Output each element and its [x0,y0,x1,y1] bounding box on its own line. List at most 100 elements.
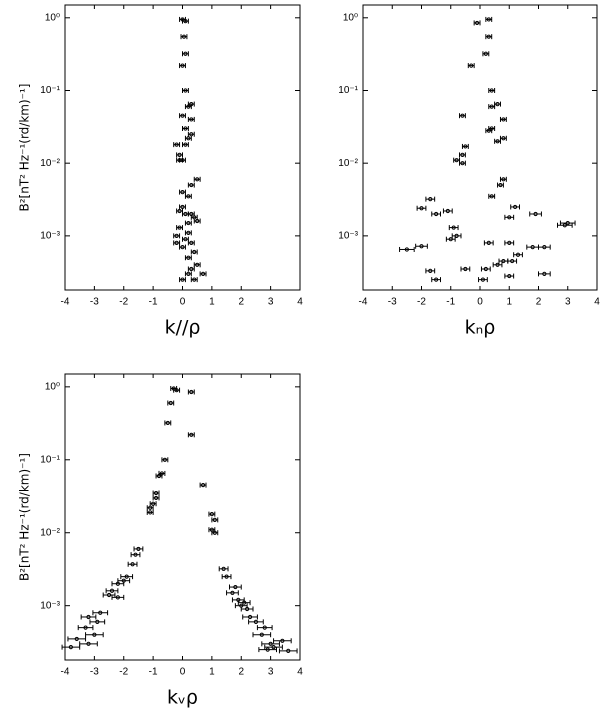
y-tick-label: 10⁻³ [40,600,60,611]
data-point [460,152,465,157]
error-bar [510,204,520,210]
data-point [98,610,103,615]
error-bar [273,638,292,644]
error-bar [258,647,277,653]
error-bar [105,588,119,594]
data-point [106,592,112,598]
data-point [148,505,153,510]
error-bar [242,614,258,620]
error-bar [445,236,456,242]
data-point [162,457,167,462]
data-point [513,204,518,210]
x-tick-label: 3 [565,297,571,308]
data-point [530,245,535,250]
data-point [68,645,73,650]
y-tick-label: 10⁻³ [40,231,60,242]
error-bar [77,625,94,631]
y-tick-label: 10⁻² [40,527,60,538]
x-tick-label: -2 [119,667,128,678]
data-point [224,574,229,579]
x-tick-label: 2 [238,297,244,308]
data-point [460,113,465,118]
data-point [489,194,494,199]
error-bar [256,625,273,631]
data-point [404,247,409,252]
error-bar [399,246,415,252]
data-point [480,277,486,282]
error-bar [261,641,280,647]
data-point [209,512,214,517]
data-point [230,590,235,595]
error-bar [415,243,428,249]
data-point [192,277,197,282]
error-bar [89,619,106,625]
data-point [507,215,512,220]
data-point [177,225,182,230]
data-point [454,158,459,163]
y-tick-label: 10⁻¹ [40,454,60,465]
panel: -4 -3 -2 -1 0 1 2 3 4 10⁰ 10⁻¹ 10⁻² 10⁻³ kᵥρ B²[nT² Hz… [18,373,303,709]
error-bar [557,222,573,228]
data-point [212,530,217,535]
data-point [242,600,247,605]
data-point [181,34,187,39]
data-point [280,638,285,643]
data-point [183,126,188,131]
data-point [501,136,506,141]
error-bar [61,644,81,650]
data-point [212,517,217,522]
error-bar [264,644,283,650]
error-bar [231,597,245,603]
data-point [174,388,179,393]
x-axis-label: kᵥρ [167,687,198,709]
data-point [498,182,503,188]
x-tick-label: -2 [417,297,426,308]
data-point [186,220,191,226]
data-point [86,614,91,620]
x-tick-label: 4 [594,297,600,308]
data-point [183,142,188,147]
error-bar [226,590,239,596]
data-point [221,566,226,571]
error-bar [425,196,436,202]
data-point [174,233,179,238]
x-axis-label: k//ρ [165,317,201,339]
data-point [183,88,188,93]
data-point [95,619,100,624]
data-point [156,473,162,479]
error-bar [248,619,264,625]
data-point [115,595,120,600]
data-point [434,211,439,217]
data-point [253,619,259,624]
data-point [83,625,88,630]
error-bar [478,277,488,283]
data-point [153,495,159,501]
data-point [189,182,194,188]
x-tick-label: 0 [180,297,186,308]
data-point [189,432,194,437]
y-axis-label: B²[nT² Hz⁻¹(rd/km)⁻¹] [18,453,32,581]
x-tick-label: 1 [209,667,215,678]
error-bar [92,610,109,616]
data-point [180,158,185,163]
data-point [265,647,270,652]
y-tick-label: 10⁰ [45,381,60,392]
data-point [495,262,500,267]
error-bar [504,273,515,279]
data-point [565,220,570,226]
plot-frame [362,4,598,291]
data-point [474,20,480,26]
plot-frame [64,373,301,661]
data-point [448,237,453,242]
data-point [180,113,185,118]
data-point [542,245,547,250]
error-bar [513,252,523,258]
data-point [428,197,433,202]
error-bar [492,262,503,268]
data-point [195,218,200,224]
data-point [136,546,141,552]
data-point [507,273,512,279]
error-bar [102,592,116,598]
data-point [92,632,97,637]
error-bar [431,211,442,217]
